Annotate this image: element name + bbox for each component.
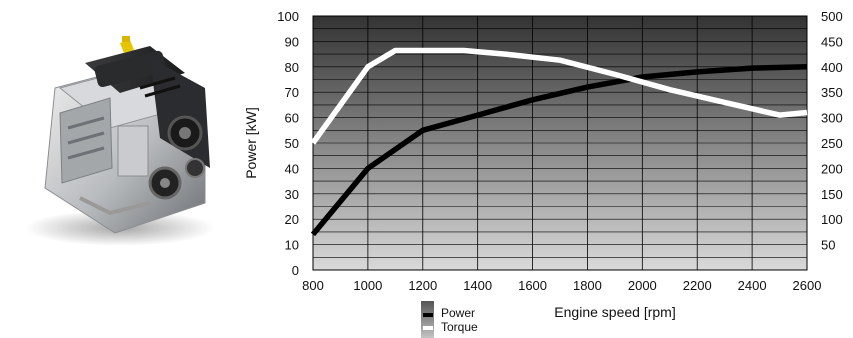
y-tick-label-left: 100: [277, 9, 299, 24]
x-tick-label: 1000: [353, 278, 382, 293]
y-tick-label-right: 350: [821, 85, 843, 100]
y-tick-label-left: 70: [285, 85, 299, 100]
y-axis-title: Power [kW]: [243, 107, 259, 179]
y-tick-label-left: 90: [285, 34, 299, 49]
y-tick-label-right: 400: [821, 60, 843, 75]
x-tick-label: 2000: [628, 278, 657, 293]
x-tick-label: 2200: [683, 278, 712, 293]
engine-photo: [25, 36, 215, 246]
legend-label-power: Power: [441, 306, 475, 320]
y-tick-label-left: 30: [285, 187, 299, 202]
y-tick-label-left: 0: [292, 263, 299, 278]
x-axis-title: Engine speed [rpm]: [554, 304, 675, 320]
x-tick-label: 2400: [738, 278, 767, 293]
legend-swatch-torque: [423, 326, 433, 330]
y-axis-left-ticks: 0 10 20 30 40 50 60 70 80 90 100: [277, 9, 299, 278]
y-tick-label-left: 60: [285, 111, 299, 126]
legend-swatch-power: [423, 313, 433, 317]
series-line-torque: [310, 47, 808, 145]
x-tick-label: 1800: [573, 278, 602, 293]
y-tick-label-left: 20: [285, 212, 299, 227]
y-tick-label-right: 100: [821, 212, 843, 227]
x-tick-label: 1600: [518, 278, 547, 293]
y-tick-label-right: 500: [821, 9, 843, 24]
y-tick-label-left: 80: [285, 60, 299, 75]
x-axis-ticks: 800 1000 1200 1400 1600 1800 2000 2200 2400 2600: [302, 278, 821, 293]
y-tick-label-right: 50: [821, 238, 835, 253]
legend-label-torque: Torque: [441, 320, 478, 334]
y-tick-label-left: 50: [285, 136, 299, 151]
legend: Power Torque: [421, 301, 478, 338]
x-tick-label: 800: [302, 278, 324, 293]
legend-swatch-bg: [421, 301, 434, 338]
y-tick-label-right: 300: [821, 111, 843, 126]
y-tick-label-right: 200: [821, 161, 843, 176]
y-tick-label-right: 250: [821, 136, 843, 151]
y-tick-label-left: 40: [285, 161, 299, 176]
y-tick-label-left: 10: [285, 238, 299, 253]
x-tick-label: 1400: [463, 278, 492, 293]
y-tick-label-right: 450: [821, 34, 843, 49]
y-axis-right-ticks: 50 100 150 200 250 300 350 400 450 500: [821, 9, 843, 253]
series-layer: [310, 47, 808, 237]
series-line-power: [310, 64, 808, 237]
x-tick-label: 1200: [408, 278, 437, 293]
y-tick-label-right: 150: [821, 187, 843, 202]
x-tick-label: 2600: [793, 278, 822, 293]
